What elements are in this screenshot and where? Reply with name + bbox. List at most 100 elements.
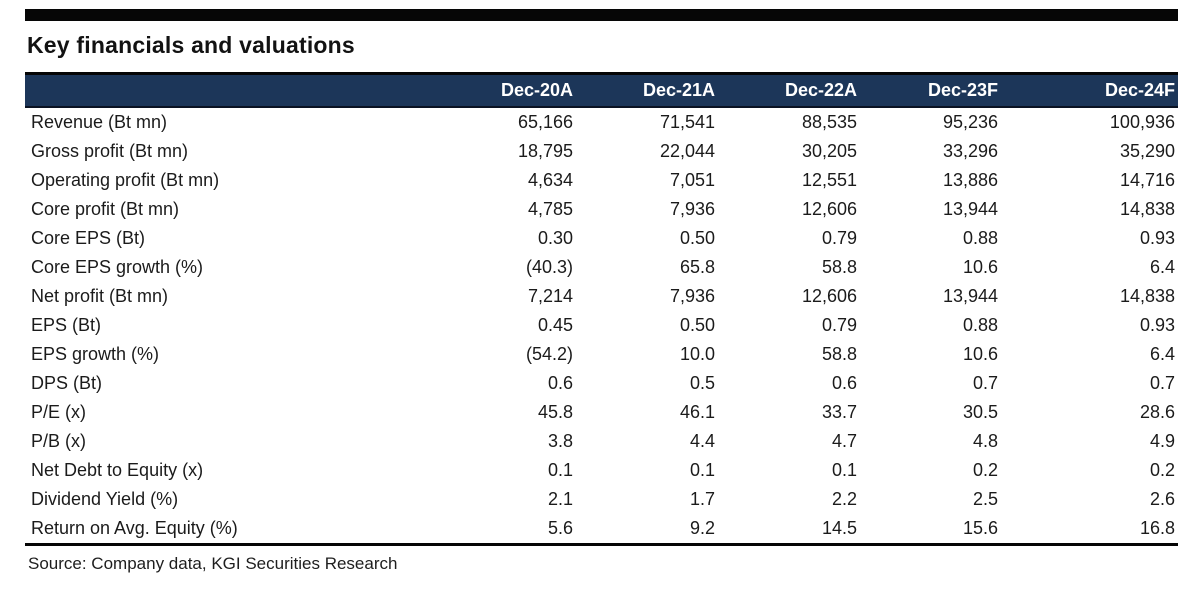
value-cell: 6.4 [1149,344,1175,364]
column-header-dec-22a: Dec-22A [718,72,860,108]
top-accent-bar [25,9,1178,21]
table-row: Operating profit (Bt mn) 4,634 7,051 12,551… [25,166,1178,195]
value-cell: 0.79 [821,315,857,335]
value-cell: 0.88 [962,228,998,248]
value-cell: 6.4 [1149,257,1175,277]
key-financials-table: Dec-20A Dec-21A Dec-22A Dec-23F Dec-24F … [25,72,1178,546]
value-cell: 100,936 [1109,112,1175,132]
value-cell: 0.50 [679,315,715,335]
value-cell: 1.7 [689,489,715,509]
value-cell: 4,785 [527,199,573,219]
value-cell: 7,214 [527,286,573,306]
value-cell: 0.93 [1139,315,1175,335]
table-body: Revenue (Bt mn) 65,166 71,541 88,535 95,236 1… [25,107,1178,546]
value-cell: 5.6 [419,514,576,546]
row-label: Net profit (Bt mn) [31,286,169,306]
value-cell: 4.4 [689,431,715,451]
value-cell: 0.6 [547,373,573,393]
row-label: Gross profit (Bt mn) [31,141,189,161]
value-cell: 2.1 [547,489,573,509]
value-cell: 13,944 [942,199,998,219]
value-cell: 7,936 [669,286,715,306]
column-header-dec-20a: Dec-20A [419,72,576,108]
row-label: Core profit (Bt mn) [31,199,180,219]
value-cell: 12,606 [801,199,857,219]
value-cell: 2.6 [1149,489,1175,509]
value-cell: 22,044 [659,141,715,161]
table-row: Gross profit (Bt mn) 18,795 22,044 30,205 33… [25,137,1178,166]
row-label: EPS (Bt) [31,315,102,335]
row-label: Core EPS (Bt) [31,228,146,248]
value-cell: 33.7 [821,402,857,422]
row-label: Core EPS growth (%) [31,257,204,277]
table-row: Net profit (Bt mn) 7,214 7,936 12,606 13,944… [25,282,1178,311]
row-label: Return on Avg. Equity (%) [25,514,419,546]
value-cell: 0.30 [537,228,573,248]
row-label: Operating profit (Bt mn) [31,170,220,190]
source-note: Source: Company data, KGI Securities Res… [28,554,398,573]
value-cell: 0.2 [1149,460,1175,480]
row-label: P/B (x) [31,431,87,451]
value-cell: 12,551 [801,170,857,190]
table-row: Core EPS (Bt) 0.30 0.50 0.79 0.88 0.93 [25,224,1178,253]
row-label: Revenue (Bt mn) [31,112,168,132]
value-cell: 30.5 [962,402,998,422]
value-cell: 3.8 [547,431,573,451]
value-cell: 0.1 [689,460,715,480]
value-cell: 0.7 [972,373,998,393]
value-cell: 4.8 [972,431,998,451]
value-cell: 7,051 [669,170,715,190]
value-cell: 0.1 [831,460,857,480]
value-cell: 28.6 [1139,402,1175,422]
value-cell: 10.0 [679,344,715,364]
table-row: Core profit (Bt mn) 4,785 7,936 12,606 13,94… [25,195,1178,224]
table-row: Return on Avg. Equity (%) 5.6 9.2 14.5 15.6 1… [25,514,1178,546]
table-row: P/E (x) 45.8 46.1 33.7 30.5 28.6 [25,398,1178,427]
value-cell: 45.8 [537,402,573,422]
value-cell: 71,541 [659,112,715,132]
row-label: Net Debt to Equity (x) [31,460,204,480]
table-row: Core EPS growth (%) (40.3) 65.8 58.8 10.6 6.4 [25,253,1178,282]
value-cell: 0.79 [821,228,857,248]
value-cell: 0.93 [1139,228,1175,248]
table-row: P/B (x) 3.8 4.4 4.7 4.8 4.9 [25,427,1178,456]
table-row: DPS (Bt) 0.6 0.5 0.6 0.7 0.7 [25,369,1178,398]
value-cell: 33,296 [942,141,998,161]
value-cell: 0.5 [689,373,715,393]
column-header-dec-23f: Dec-23F [860,72,1001,108]
value-cell: 35,290 [1119,141,1175,161]
value-cell: 0.45 [537,315,573,335]
value-cell: 14.5 [718,514,860,546]
value-cell: 0.6 [831,373,857,393]
page-title: Key financials and valuations [27,32,355,58]
value-cell: 16.8 [1001,514,1178,546]
value-cell: 10.6 [962,257,998,277]
row-label: DPS (Bt) [31,373,103,393]
table-row: EPS (Bt) 0.45 0.50 0.79 0.88 0.93 [25,311,1178,340]
value-cell: 7,936 [669,199,715,219]
column-header-dec-24f: Dec-24F [1001,72,1178,108]
value-cell: 0.7 [1149,373,1175,393]
value-cell: 13,944 [942,286,998,306]
value-cell: 0.50 [679,228,715,248]
value-cell: 9.2 [576,514,718,546]
value-cell: 14,838 [1119,286,1175,306]
table-row: Revenue (Bt mn) 65,166 71,541 88,535 95,236 1… [25,107,1178,137]
value-cell: 13,886 [942,170,998,190]
value-cell: 58.8 [821,344,857,364]
row-label: EPS growth (%) [31,344,160,364]
value-cell: 95,236 [942,112,998,132]
value-cell: 4,634 [527,170,573,190]
value-cell: 12,606 [801,286,857,306]
value-cell: 14,716 [1119,170,1175,190]
value-cell: 4.9 [1149,431,1175,451]
value-cell: 65.8 [679,257,715,277]
value-cell: 0.88 [962,315,998,335]
report-table-section: Key financials and valuations Dec-20A De… [25,9,1178,574]
value-cell: 14,838 [1119,199,1175,219]
value-cell: 0.2 [972,460,998,480]
value-cell: (54.2) [525,344,573,364]
value-cell: 30,205 [801,141,857,161]
table-row: Dividend Yield (%) 2.1 1.7 2.2 2.5 2.6 [25,485,1178,514]
row-label: Dividend Yield (%) [31,489,179,509]
